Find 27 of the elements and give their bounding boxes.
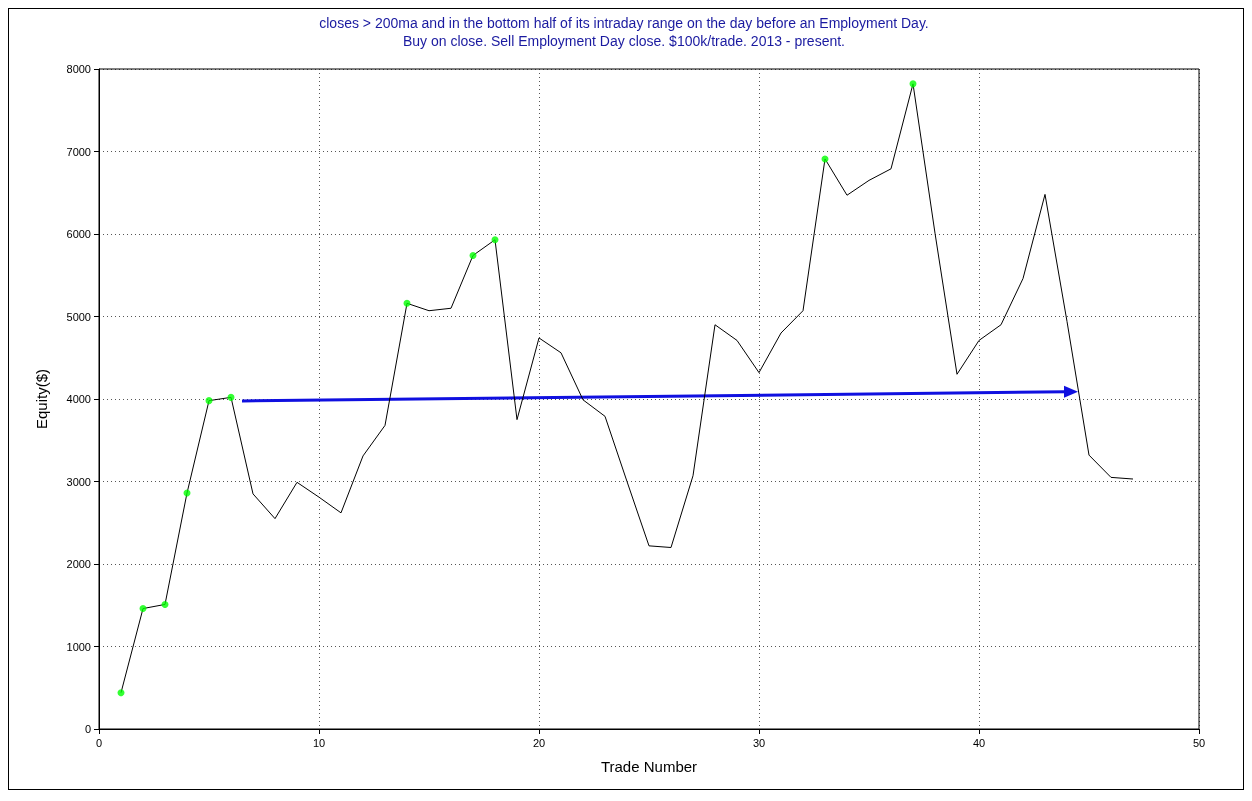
x-tick-label: 30: [752, 736, 766, 749]
point: [139, 605, 147, 613]
point: [205, 397, 213, 405]
x-tick-label: 50: [1192, 736, 1206, 749]
point: [161, 600, 169, 608]
y-tick-label: 3000: [66, 475, 91, 488]
y-tick-label: 4000: [66, 393, 91, 405]
x-tick-label: 10: [312, 736, 326, 749]
point: [117, 689, 125, 697]
y-tick-label: 8000: [66, 63, 91, 75]
x-tick-label: 0: [95, 736, 103, 749]
x-tick-label: 40: [972, 736, 986, 749]
chart-title: closes > 200ma and in the bottom half of its intraday range on the day before an Employment Day.: [319, 15, 929, 31]
point: [227, 393, 235, 401]
y-tick-label: 7000: [66, 145, 91, 158]
y-tick-label: 2000: [66, 558, 91, 570]
chart-subtitle: Buy on close. Sell Employment Day close. $100k/trade. 2013 - present.: [402, 33, 846, 49]
y-tick-label: 6000: [66, 228, 91, 240]
y-tick-label: 1000: [66, 640, 91, 653]
x-axis-title: Trade Number: [600, 758, 698, 775]
y-tick-label: 0: [84, 723, 91, 735]
point: [491, 236, 499, 244]
x-tick-label: 20: [532, 736, 546, 749]
y-tick-label: 5000: [66, 310, 91, 323]
y-axis-title: Equity($): [33, 368, 50, 430]
point: [469, 251, 477, 259]
point: [403, 299, 411, 307]
